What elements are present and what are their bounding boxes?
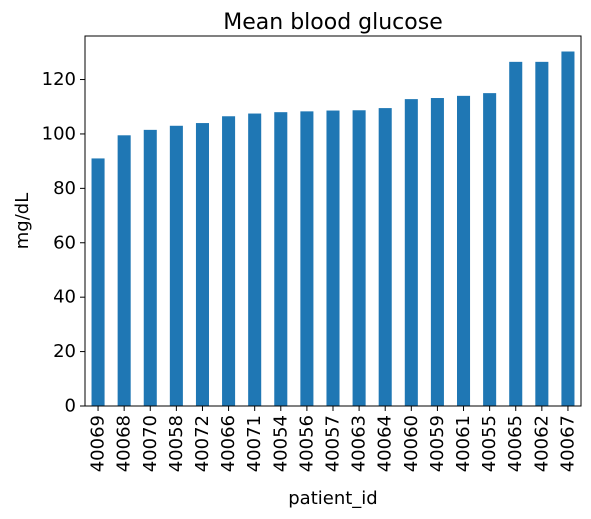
- y-tick-label: 20: [53, 341, 76, 362]
- y-axis-label: mg/dL: [12, 193, 33, 249]
- y-tick-label: 60: [53, 232, 76, 253]
- bar-40068: [117, 135, 131, 407]
- x-axis: 40069 40068 40070 40058 40072 40066 40071 40054…: [88, 406, 578, 472]
- y-tick-label: 40: [53, 287, 76, 308]
- bar-40061: [457, 95, 471, 406]
- y-tick-label: 0: [65, 396, 76, 417]
- x-tick-label: 40065: [505, 415, 526, 472]
- bar-40065: [509, 61, 523, 406]
- x-tick-label: 40066: [218, 415, 239, 472]
- bar-40067: [561, 51, 575, 406]
- x-tick-label: 40064: [375, 415, 396, 472]
- bar-40054: [274, 112, 288, 407]
- bars-group: [91, 51, 575, 407]
- x-tick-label: 40071: [244, 415, 265, 472]
- x-tick-label: 40054: [270, 415, 291, 472]
- y-tick-label: 120: [42, 69, 76, 90]
- bar-40064: [378, 108, 392, 406]
- x-tick-label: 40068: [114, 415, 135, 472]
- x-tick-label: 40058: [166, 415, 187, 472]
- y-tick-label: 80: [53, 178, 76, 199]
- x-tick-label: 40067: [557, 415, 578, 472]
- bar-40059: [430, 98, 444, 406]
- chart-title: Mean blood glucose: [223, 10, 442, 35]
- bar-40057: [326, 110, 340, 406]
- x-tick-label: 40060: [401, 415, 422, 472]
- bar-40055: [483, 93, 497, 406]
- plot-frame: [84, 35, 582, 407]
- bar-40056: [300, 111, 314, 407]
- bar-40063: [352, 110, 366, 407]
- bar-40062: [535, 61, 549, 406]
- x-tick-label: 40056: [296, 415, 317, 472]
- x-tick-label: 40061: [453, 415, 474, 472]
- x-tick-label: 40062: [531, 415, 552, 472]
- bar-40069: [91, 158, 105, 406]
- x-tick-label: 40055: [479, 415, 500, 472]
- bar-40072: [195, 123, 209, 406]
- bar-40070: [143, 129, 157, 407]
- bar-40060: [404, 99, 418, 407]
- x-tick-label: 40057: [323, 415, 344, 472]
- y-tick-label: 100: [42, 123, 76, 144]
- y-axis: 0 20 40 60 80 100 120: [42, 69, 85, 417]
- x-tick-label: 40070: [140, 415, 161, 472]
- x-tick-label: 40072: [192, 415, 213, 472]
- bar-40066: [222, 116, 236, 406]
- x-tick-label: 40063: [349, 415, 370, 472]
- x-axis-label: patient_id: [288, 488, 377, 509]
- bar-40058: [169, 125, 183, 406]
- x-tick-label: 40069: [88, 415, 109, 472]
- x-tick-label: 40059: [427, 415, 448, 472]
- bar-40071: [248, 113, 262, 406]
